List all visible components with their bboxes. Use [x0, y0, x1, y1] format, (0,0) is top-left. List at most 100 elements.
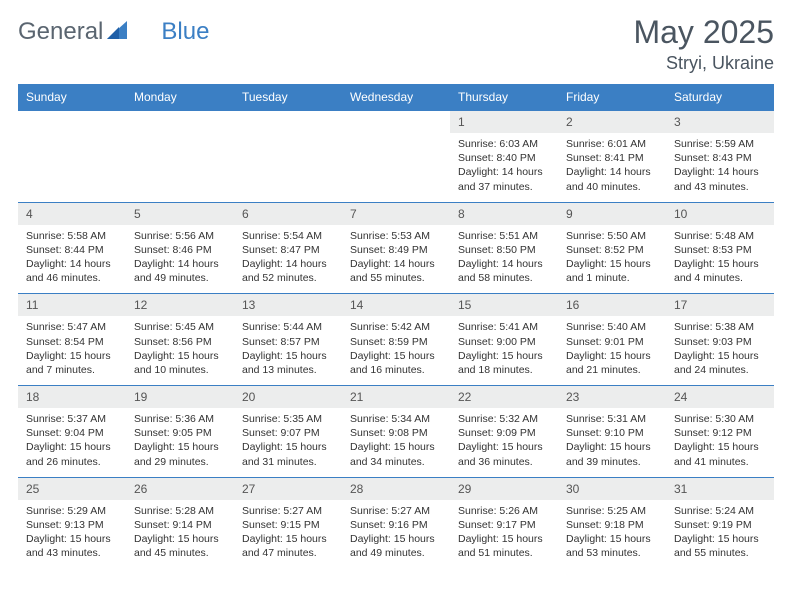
day-number: 12 [126, 294, 234, 317]
daynum-row: 25262728293031 [18, 477, 774, 500]
empty-cell [126, 111, 234, 134]
dow-cell: Tuesday [234, 84, 342, 111]
day-detail: Sunrise: 6:01 AMSunset: 8:41 PMDaylight:… [558, 133, 666, 202]
sunset-line: Sunset: 9:17 PM [458, 518, 550, 532]
sunset-line: Sunset: 8:57 PM [242, 335, 334, 349]
daylight-line: Daylight: 15 hours and 53 minutes. [566, 532, 658, 560]
sunset-line: Sunset: 8:54 PM [26, 335, 118, 349]
sunset-line: Sunset: 9:09 PM [458, 426, 550, 440]
day-number: 26 [126, 477, 234, 500]
day-number: 27 [234, 477, 342, 500]
daylight-line: Daylight: 15 hours and 39 minutes. [566, 440, 658, 468]
sunset-line: Sunset: 8:44 PM [26, 243, 118, 257]
daylight-line: Daylight: 15 hours and 29 minutes. [134, 440, 226, 468]
sunset-line: Sunset: 8:59 PM [350, 335, 442, 349]
detail-row: Sunrise: 5:47 AMSunset: 8:54 PMDaylight:… [18, 316, 774, 385]
day-detail: Sunrise: 5:34 AMSunset: 9:08 PMDaylight:… [342, 408, 450, 477]
day-detail: Sunrise: 5:29 AMSunset: 9:13 PMDaylight:… [18, 500, 126, 569]
dow-cell: Thursday [450, 84, 558, 111]
sunrise-line: Sunrise: 5:50 AM [566, 229, 658, 243]
sunset-line: Sunset: 8:49 PM [350, 243, 442, 257]
sunset-line: Sunset: 9:18 PM [566, 518, 658, 532]
sunset-line: Sunset: 9:01 PM [566, 335, 658, 349]
day-number: 1 [450, 111, 558, 134]
day-number: 14 [342, 294, 450, 317]
sunset-line: Sunset: 9:00 PM [458, 335, 550, 349]
daylight-line: Daylight: 15 hours and 31 minutes. [242, 440, 334, 468]
sunset-line: Sunset: 9:08 PM [350, 426, 442, 440]
month-title: May 2025 [633, 14, 774, 51]
day-detail: Sunrise: 5:30 AMSunset: 9:12 PMDaylight:… [666, 408, 774, 477]
dow-cell: Wednesday [342, 84, 450, 111]
calendar-table: SundayMondayTuesdayWednesdayThursdayFrid… [18, 84, 774, 568]
day-number: 25 [18, 477, 126, 500]
detail-row: Sunrise: 6:03 AMSunset: 8:40 PMDaylight:… [18, 133, 774, 202]
sunrise-line: Sunrise: 5:45 AM [134, 320, 226, 334]
day-number: 13 [234, 294, 342, 317]
detail-row: Sunrise: 5:37 AMSunset: 9:04 PMDaylight:… [18, 408, 774, 477]
day-detail: Sunrise: 5:53 AMSunset: 8:49 PMDaylight:… [342, 225, 450, 294]
day-detail: Sunrise: 5:50 AMSunset: 8:52 PMDaylight:… [558, 225, 666, 294]
sunrise-line: Sunrise: 5:28 AM [134, 504, 226, 518]
daylight-line: Daylight: 15 hours and 41 minutes. [674, 440, 766, 468]
day-number: 28 [342, 477, 450, 500]
day-number: 20 [234, 386, 342, 409]
daynum-row: 11121314151617 [18, 294, 774, 317]
day-detail: Sunrise: 5:26 AMSunset: 9:17 PMDaylight:… [450, 500, 558, 569]
sunset-line: Sunset: 8:43 PM [674, 151, 766, 165]
dow-cell: Sunday [18, 84, 126, 111]
sunrise-line: Sunrise: 5:59 AM [674, 137, 766, 151]
daylight-line: Daylight: 15 hours and 7 minutes. [26, 349, 118, 377]
day-number: 16 [558, 294, 666, 317]
sunrise-line: Sunrise: 5:58 AM [26, 229, 118, 243]
sunrise-line: Sunrise: 5:29 AM [26, 504, 118, 518]
dow-row: SundayMondayTuesdayWednesdayThursdayFrid… [18, 84, 774, 111]
sunrise-line: Sunrise: 6:01 AM [566, 137, 658, 151]
sunrise-line: Sunrise: 5:48 AM [674, 229, 766, 243]
day-detail: Sunrise: 5:35 AMSunset: 9:07 PMDaylight:… [234, 408, 342, 477]
title-block: May 2025 Stryi, Ukraine [633, 14, 774, 74]
day-detail: Sunrise: 5:32 AMSunset: 9:09 PMDaylight:… [450, 408, 558, 477]
day-number: 11 [18, 294, 126, 317]
daynum-row: 123 [18, 111, 774, 134]
daynum-row: 45678910 [18, 202, 774, 225]
day-number: 21 [342, 386, 450, 409]
sunset-line: Sunset: 9:10 PM [566, 426, 658, 440]
daylight-line: Daylight: 15 hours and 1 minute. [566, 257, 658, 285]
sunrise-line: Sunrise: 5:27 AM [350, 504, 442, 518]
day-detail: Sunrise: 5:44 AMSunset: 8:57 PMDaylight:… [234, 316, 342, 385]
sunset-line: Sunset: 9:19 PM [674, 518, 766, 532]
day-number: 23 [558, 386, 666, 409]
sunrise-line: Sunrise: 5:37 AM [26, 412, 118, 426]
daylight-line: Daylight: 15 hours and 55 minutes. [674, 532, 766, 560]
day-number: 30 [558, 477, 666, 500]
empty-detail [342, 133, 450, 202]
empty-cell [234, 111, 342, 134]
detail-row: Sunrise: 5:58 AMSunset: 8:44 PM Daylight:… [18, 225, 774, 294]
sunset-line: Sunset: 8:40 PM [458, 151, 550, 165]
sunrise-line: Sunrise: 5:32 AM [458, 412, 550, 426]
logo-text-general: General [18, 18, 103, 46]
sunrise-line: Sunrise: 5:30 AM [674, 412, 766, 426]
detail-row: Sunrise: 5:29 AMSunset: 9:13 PM Daylight:… [18, 500, 774, 569]
day-detail: Sunrise: 5:36 AMSunset: 9:05 PMDaylight:… [126, 408, 234, 477]
daylight-line: Daylight: 15 hours and 16 minutes. [350, 349, 442, 377]
sunrise-line: Sunrise: 5:26 AM [458, 504, 550, 518]
empty-cell [342, 111, 450, 134]
sunset-line: Sunset: 9:13 PM [26, 518, 118, 532]
logo-text-blue: Blue [161, 18, 209, 46]
dow-cell: Monday [126, 84, 234, 111]
empty-detail [234, 133, 342, 202]
header: General Blue May 2025 Stryi, Ukraine [18, 14, 774, 74]
sunrise-line: Sunrise: 5:41 AM [458, 320, 550, 334]
day-number: 10 [666, 202, 774, 225]
day-number: 15 [450, 294, 558, 317]
day-number: 29 [450, 477, 558, 500]
sunset-line: Sunset: 8:46 PM [134, 243, 226, 257]
sunrise-line: Sunrise: 5:42 AM [350, 320, 442, 334]
day-detail: Sunrise: 5:41 AMSunset: 9:00 PMDaylight:… [450, 316, 558, 385]
sunset-line: Sunset: 9:15 PM [242, 518, 334, 532]
daylight-line: Daylight: 15 hours and 13 minutes. [242, 349, 334, 377]
day-detail: Sunrise: 5:42 AMSunset: 8:59 PMDaylight:… [342, 316, 450, 385]
sunrise-line: Sunrise: 5:27 AM [242, 504, 334, 518]
